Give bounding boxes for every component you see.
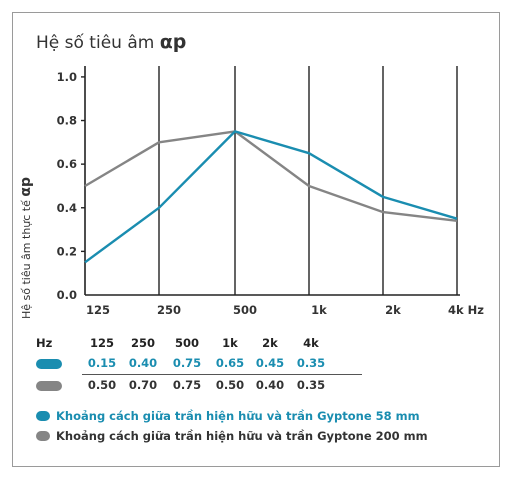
y-tick-label-0.4: 0.4 xyxy=(57,201,77,215)
table-cell: 0.50 xyxy=(87,378,117,392)
table-cell: 0.75 xyxy=(172,356,202,370)
table-cell: 0.35 xyxy=(296,378,326,392)
figure-frame xyxy=(12,12,500,467)
table-row-divider xyxy=(82,374,362,375)
table-cell: 0.50 xyxy=(215,378,245,392)
table-header-cell: 500 xyxy=(174,336,199,350)
table-header-cell: 1k xyxy=(222,336,238,350)
legend-label: Khoảng cách giữa trần hiện hữu và trần G… xyxy=(56,409,420,423)
table-cell: 0.40 xyxy=(128,356,158,370)
table-header-cell: 2k xyxy=(262,336,278,350)
x-tick-label: 500 xyxy=(233,303,257,317)
legend-item: Khoảng cách giữa trần hiện hữu và trần G… xyxy=(36,429,428,443)
title-symbol: αp xyxy=(159,31,187,53)
legend-swatch xyxy=(36,410,50,421)
table-cell: 0.45 xyxy=(255,356,285,370)
table-header-cell: 250 xyxy=(130,336,155,350)
table-cell: 0.70 xyxy=(128,378,158,392)
table-header-cell: 125 xyxy=(89,336,114,350)
legend-label: Khoảng cách giữa trần hiện hữu và trần G… xyxy=(56,429,428,443)
x-tick-label: 2k xyxy=(385,303,401,317)
y-tick-label-0.2: 0.2 xyxy=(57,244,77,258)
y-tick-label-0.6: 0.6 xyxy=(57,157,77,171)
table-row: 0.50 0.70 0.75 0.50 0.40 0.35 xyxy=(36,378,376,394)
y-tick-label-1.0: 1.0 xyxy=(57,70,77,84)
x-tick-label: 1k xyxy=(311,303,327,317)
legend-swatch xyxy=(36,430,50,441)
y-tick-label-0.8: 0.8 xyxy=(57,114,77,128)
table-cell: 0.35 xyxy=(296,356,326,370)
table-header-cell: 4k xyxy=(303,336,319,350)
x-tick-label: 125 xyxy=(86,303,110,317)
table-cell: 0.40 xyxy=(255,378,285,392)
table-header-hz: Hz xyxy=(36,336,53,350)
chart-title: Hệ số tiêu âm αp xyxy=(36,31,187,53)
series-line-2 xyxy=(84,130,458,222)
x-tick-label: 250 xyxy=(157,303,181,317)
y-tick-label-0.0: 0.0 xyxy=(57,288,77,302)
series-swatch xyxy=(36,381,62,391)
table-row: 0.15 0.40 0.75 0.65 0.45 0.35 xyxy=(36,356,376,372)
table-cell: 0.15 xyxy=(87,356,117,370)
table-cell: 0.65 xyxy=(215,356,245,370)
x-tick-label: 4k Hz xyxy=(448,303,484,317)
table-cell: 0.75 xyxy=(172,378,202,392)
series-line-1 xyxy=(84,130,458,264)
legend-item: Khoảng cách giữa trần hiện hữu và trần G… xyxy=(36,409,420,423)
series-swatch xyxy=(36,359,62,369)
